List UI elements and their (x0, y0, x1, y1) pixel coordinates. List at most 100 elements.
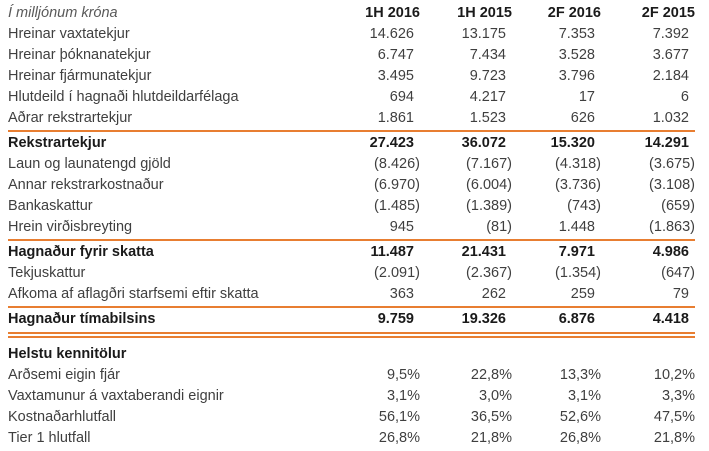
section-divider (8, 239, 695, 241)
table-row: Kostnaðarhlutfall 56,1% 36,5% 52,6% 47,5… (8, 407, 695, 428)
row-value: 3,3% (661, 388, 695, 404)
row-value: (2.367) (466, 265, 512, 281)
row-value: (7.167) (466, 156, 512, 172)
row-value: 13,3% (559, 367, 601, 383)
row-label: Hreinar fjármunatekjur (8, 68, 152, 84)
table-header-row: Í milljónum króna 1H 2016 1H 2015 2F 201… (8, 3, 695, 24)
row-value: 9.759 (377, 311, 414, 327)
table-body: Hreinar vaxtatekjur 14.626 13.175 7.353 … (8, 24, 695, 449)
row-value (338, 344, 420, 365)
row-value (512, 344, 601, 365)
row-value: 15.320 (550, 135, 595, 151)
row-value: (659) (661, 198, 695, 214)
row-label: Kostnaðarhlutfall (8, 409, 117, 425)
row-value: 4.986 (652, 244, 689, 260)
row-value (601, 344, 695, 365)
row-value: (2.091) (374, 265, 420, 281)
row-value: 27.423 (369, 135, 414, 151)
row-value: 21,8% (470, 430, 512, 446)
table-row: Hagnaður tímabilsins 9.759 19.326 6.876 … (8, 309, 695, 330)
row-value: 14.291 (644, 135, 689, 151)
table-row: Hagnaður fyrir skatta 11.487 21.431 7.97… (8, 242, 695, 263)
unit-label: Í milljónum króna (8, 5, 118, 21)
row-label: Tier 1 hlutfall (8, 430, 91, 446)
table-row: Vaxtamunur á vaxtaberandi eignir 3,1% 3,… (8, 386, 695, 407)
row-label: Vaxtamunur á vaxtaberandi eignir (8, 388, 224, 404)
table-row: Hrein virðisbreyting 945 (81) 1.448 (1.8… (8, 217, 695, 238)
row-value: 10,2% (653, 367, 695, 383)
row-label: Rekstrartekjur (8, 135, 107, 151)
row-value: 3.796 (558, 68, 595, 84)
row-value: 1.861 (377, 110, 414, 126)
row-value: 21.431 (461, 244, 506, 260)
row-value: 9,5% (386, 367, 420, 383)
table-row: Annar rekstrarkostnaður (6.970) (6.004) … (8, 175, 695, 196)
table-row: Tekjuskattur (2.091) (2.367) (1.354) (64… (8, 263, 695, 284)
row-value: (8.426) (374, 156, 420, 172)
row-value: 22,8% (470, 367, 512, 383)
row-value: 945 (389, 219, 414, 235)
row-value: 3,1% (386, 388, 420, 404)
row-label: Laun og launatengd gjöld (8, 156, 171, 172)
table-row: Aðrar rekstrartekjur 1.861 1.523 626 1.0… (8, 108, 695, 129)
row-value: (647) (661, 265, 695, 281)
row-value: 7.434 (469, 47, 506, 63)
row-value: 79 (672, 286, 689, 302)
row-value: 56,1% (378, 409, 420, 425)
row-value: 3,1% (567, 388, 601, 404)
row-label: Hrein virðisbreyting (8, 219, 133, 235)
row-value: 363 (389, 286, 414, 302)
row-label: Bankaskattur (8, 198, 93, 214)
table-row: Afkoma af aflagðri starfsemi eftir skatt… (8, 284, 695, 305)
row-value: (6.970) (374, 177, 420, 193)
row-value: (743) (567, 198, 601, 214)
table-row: Hreinar fjármunatekjur 3.495 9.723 3.796… (8, 66, 695, 87)
row-value: (81) (486, 219, 512, 235)
row-value: 19.326 (461, 311, 506, 327)
row-value: 9.723 (469, 68, 506, 84)
row-value: 11.487 (370, 244, 414, 260)
table-row: Hreinar þóknanatekjur 6.747 7.434 3.528 … (8, 45, 695, 66)
row-value: 1.448 (558, 219, 595, 235)
row-value: (3.736) (555, 177, 601, 193)
row-value: 4.418 (652, 311, 689, 327)
row-value: 7.971 (558, 244, 595, 260)
row-label: Hagnaður fyrir skatta (8, 244, 154, 260)
row-value: 4.217 (469, 89, 506, 105)
row-label: Hagnaður tímabilsins (8, 311, 156, 327)
row-value: 626 (570, 110, 595, 126)
row-value: 3.677 (652, 47, 689, 63)
row-value: 26,8% (559, 430, 601, 446)
row-value: 7.353 (558, 26, 595, 42)
row-value: 262 (481, 286, 506, 302)
row-value: 36,5% (470, 409, 512, 425)
row-value: (6.004) (466, 177, 512, 193)
row-value: 6 (680, 89, 689, 105)
row-value (420, 344, 512, 365)
column-header-2f2016: 2F 2016 (547, 5, 601, 21)
row-value: 1.032 (652, 110, 689, 126)
table-row: Rekstrartekjur 27.423 36.072 15.320 14.2… (8, 133, 695, 154)
table-row: Arðsemi eigin fjár 9,5% 22,8% 13,3% 10,2… (8, 365, 695, 386)
row-value: 259 (570, 286, 595, 302)
row-value: 14.626 (369, 26, 414, 42)
row-value: (3.675) (649, 156, 695, 172)
row-value: 47,5% (653, 409, 695, 425)
row-label: Arðsemi eigin fjár (8, 367, 121, 383)
column-header-2f2015: 2F 2015 (641, 5, 695, 21)
row-value: 6.876 (558, 311, 595, 327)
section-divider (8, 130, 695, 132)
table-row: Hlutdeild í hagnaði hlutdeildarfélaga 69… (8, 87, 695, 108)
row-value: 21,8% (653, 430, 695, 446)
table-row: Helstu kennitölur (8, 344, 695, 365)
row-value: 1.523 (469, 110, 506, 126)
row-value: (1.485) (374, 198, 420, 214)
row-label: Hreinar vaxtatekjur (8, 26, 130, 42)
table-row: Bankaskattur (1.485) (1.389) (743) (659) (8, 196, 695, 217)
column-header-1h2016: 1H 2016 (365, 5, 420, 21)
section-divider (8, 306, 695, 308)
row-value: 26,8% (378, 430, 420, 446)
row-value: 694 (389, 89, 414, 105)
row-value: 52,6% (559, 409, 601, 425)
